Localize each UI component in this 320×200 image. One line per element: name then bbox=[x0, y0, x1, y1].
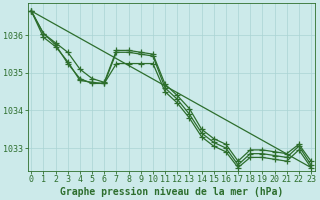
X-axis label: Graphe pression niveau de la mer (hPa): Graphe pression niveau de la mer (hPa) bbox=[60, 186, 283, 197]
